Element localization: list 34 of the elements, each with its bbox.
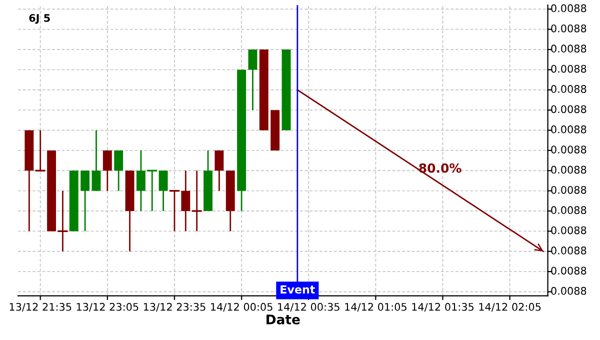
- candlestick: [214, 150, 224, 192]
- x-tick-label: 14/12 01:05: [345, 302, 406, 312]
- candlestick: [102, 150, 112, 192]
- x-tick-label: 13/12 23:05: [76, 302, 138, 312]
- x-tick-label: 13/12 21:35: [10, 302, 72, 312]
- text: 0.0088: [551, 105, 586, 114]
- x-tick-label: 14/12 00:05: [211, 302, 272, 312]
- text: 0.0088: [551, 246, 586, 254]
- text: 0.0088: [551, 186, 586, 194]
- x-tick-label: 14/12 01:35: [412, 302, 474, 312]
- text: 0.0088: [551, 166, 586, 174]
- x-tick-label: 14/12 02:05: [479, 302, 541, 312]
- text: 0.0088: [551, 4, 586, 12]
- text: 0.0088: [551, 206, 586, 214]
- text: 0.0088: [551, 266, 586, 275]
- candlestick: [80, 170, 90, 232]
- text: 0.0088: [551, 85, 586, 93]
- candlestick: [114, 150, 124, 192]
- text: 0.0088: [551, 226, 586, 234]
- candlestick: [158, 170, 168, 212]
- x-tick-label: 13/12 23:35: [144, 302, 206, 312]
- text: Event: [280, 285, 315, 294]
- text: 0.0088: [551, 24, 586, 32]
- chart-title: 6J 5: [29, 14, 50, 24]
- text: 0.0088: [551, 64, 586, 73]
- text: 0.0088: [551, 146, 586, 154]
- candlestick: [92, 130, 101, 192]
- text: 0.0088: [551, 286, 586, 295]
- x-axis-title: Date: [266, 314, 300, 324]
- candlestick: [248, 48, 258, 111]
- text: 0.0088: [551, 125, 586, 134]
- text: 0.0088: [551, 44, 586, 53]
- annotation: 80.0%: [419, 163, 462, 173]
- x-tick-label: 14/12 00:35: [278, 302, 340, 312]
